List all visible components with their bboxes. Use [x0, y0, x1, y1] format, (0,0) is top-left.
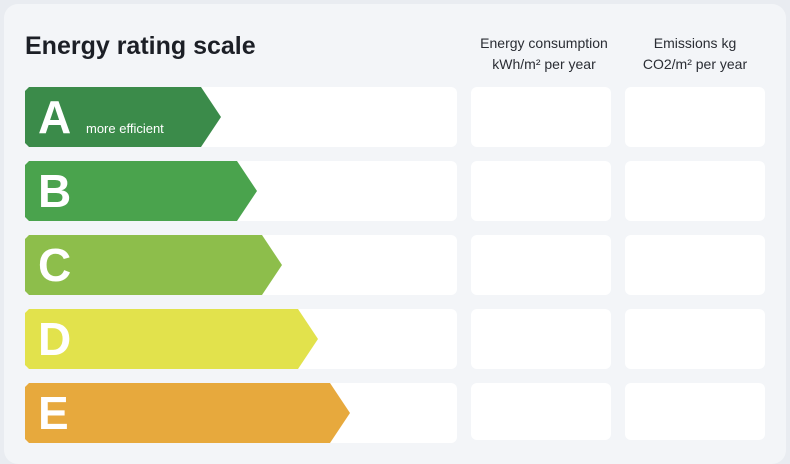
- consumption-cell: [471, 309, 611, 369]
- emissions-cell: [625, 309, 765, 369]
- rating-row: C: [25, 235, 457, 295]
- rating-row: B: [25, 161, 457, 221]
- rating-arrow: [25, 309, 318, 369]
- rating-arrow: [25, 383, 350, 443]
- emissions-cell: [625, 383, 765, 440]
- column-header-line: kWh/m² per year: [492, 56, 596, 72]
- rating-letter: A: [38, 91, 72, 143]
- rating-arrow: [25, 235, 282, 295]
- rating-row: D: [25, 309, 457, 369]
- emissions-cell: [625, 235, 765, 295]
- column-header-line: Emissions kg: [653, 35, 737, 51]
- rating-arrow: [25, 161, 257, 221]
- emissions-cell: [625, 161, 765, 221]
- rating-letter: D: [38, 313, 72, 365]
- rating-letter: E: [38, 387, 69, 439]
- page: Energy rating scale Energy consumption k…: [25, 32, 770, 443]
- emissions-cell: [625, 87, 765, 147]
- consumption-cell: [471, 161, 611, 221]
- title: Energy rating scale: [25, 32, 256, 60]
- consumption-cell: [471, 383, 611, 440]
- rating-letter: B: [38, 165, 72, 217]
- column-header: Emissions kg CO2/m² per year: [620, 33, 770, 75]
- rating-row: E: [25, 383, 457, 443]
- rating-note: more efficient: [86, 121, 164, 136]
- consumption-cell: [471, 87, 611, 147]
- rating-row: A more efficient: [25, 87, 457, 147]
- consumption-cell: [471, 235, 611, 295]
- column-header: Energy consumption kWh/m² per year: [469, 33, 619, 75]
- rating-arrow: [25, 87, 221, 147]
- rating-letter: C: [38, 239, 72, 291]
- column-header-line: CO2/m² per year: [642, 56, 748, 72]
- column-header-line: Energy consumption: [480, 35, 608, 51]
